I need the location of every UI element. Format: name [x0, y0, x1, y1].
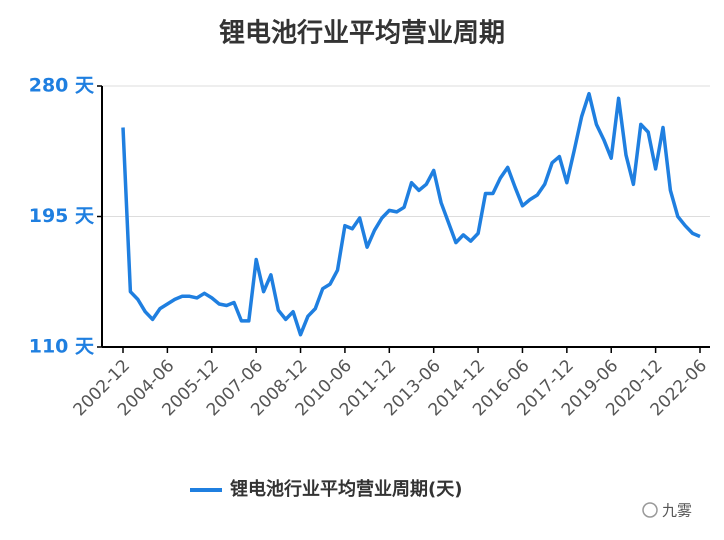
watermark: 九雾 — [642, 502, 692, 520]
y-tick-label: 280 天 — [29, 75, 95, 97]
watermark-text: 九雾 — [662, 502, 692, 520]
y-tick-label: 195 天 — [29, 205, 95, 227]
chart-title: 锂电池行业平均营业周期 — [219, 18, 505, 49]
data-line — [121, 91, 701, 337]
legend-label: 锂电池行业平均营业周期(天) — [230, 478, 462, 500]
y-tick-label: 110 天 — [29, 336, 95, 358]
watermark-icon — [642, 502, 658, 518]
